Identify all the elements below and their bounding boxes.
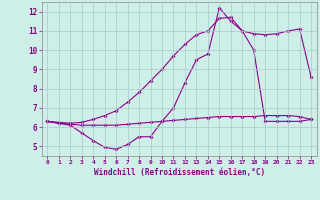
X-axis label: Windchill (Refroidissement éolien,°C): Windchill (Refroidissement éolien,°C) bbox=[94, 168, 265, 177]
